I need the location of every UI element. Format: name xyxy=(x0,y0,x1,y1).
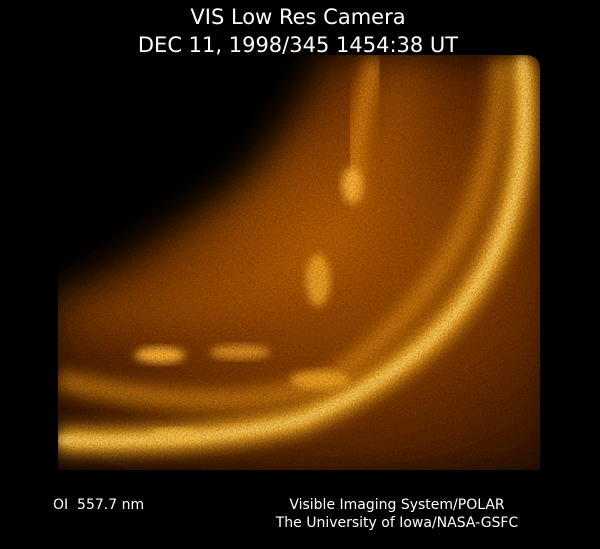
aurora-image xyxy=(58,55,540,470)
credit-line: The University of Iowa/NASA-GSFC xyxy=(275,515,519,531)
credit-line: Visible Imaging System/POLAR xyxy=(289,497,505,513)
wavelength: OI 557.7 nm xyxy=(53,497,144,513)
timestamp: DEC 11, 1998/345 1454:38 UT xyxy=(138,33,458,57)
title: VIS Low Res Camera xyxy=(190,5,405,29)
